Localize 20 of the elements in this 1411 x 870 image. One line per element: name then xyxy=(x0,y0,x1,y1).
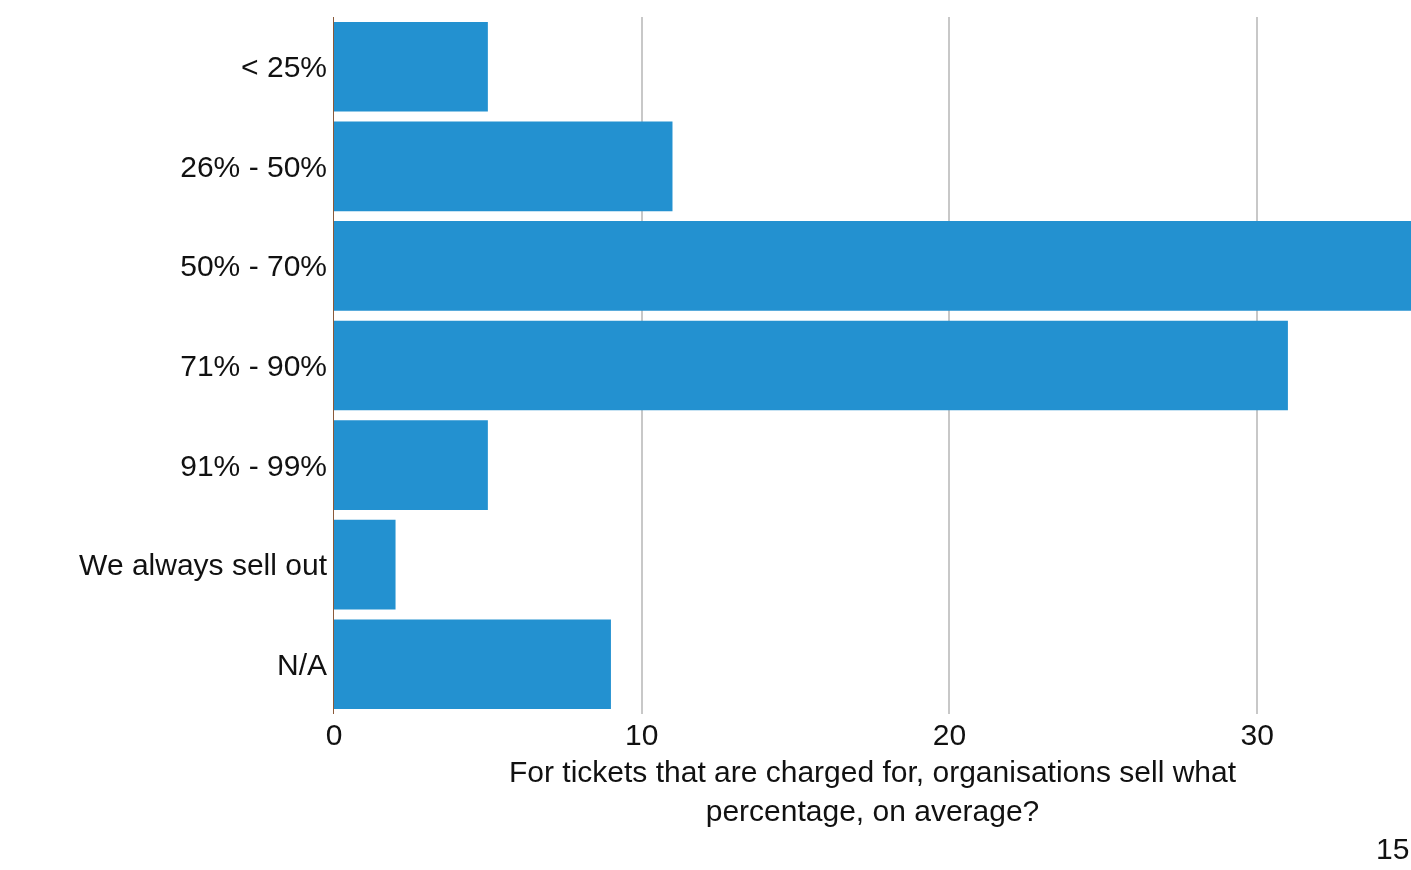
x-tick-label: 30 xyxy=(1240,718,1274,751)
x-tick-label: 10 xyxy=(625,718,659,751)
text: 15 xyxy=(1376,832,1410,865)
y-tick-label: 26% - 50% xyxy=(180,149,327,183)
bar xyxy=(334,320,1288,411)
bar xyxy=(334,221,1411,311)
x-tick-label: 20 xyxy=(932,718,967,751)
bar xyxy=(334,619,611,710)
y-tick-label: < 25% xyxy=(241,50,327,84)
bar xyxy=(334,519,396,610)
y-tick-label: 91% - 99% xyxy=(180,448,327,482)
bar xyxy=(334,21,488,112)
y-tick-label: We always sell out xyxy=(79,548,328,582)
x-tick-label: 0 xyxy=(325,718,343,751)
bar xyxy=(334,420,488,510)
x-axis-title: For tickets that are charged for, organisations sell what percentage, on average? xyxy=(508,754,1237,827)
y-tick-label: N/A xyxy=(276,647,327,681)
bar xyxy=(334,121,673,212)
y-tick-label: 50% - 70% xyxy=(180,249,327,283)
y-tick-label: 71% - 90% xyxy=(180,349,327,382)
